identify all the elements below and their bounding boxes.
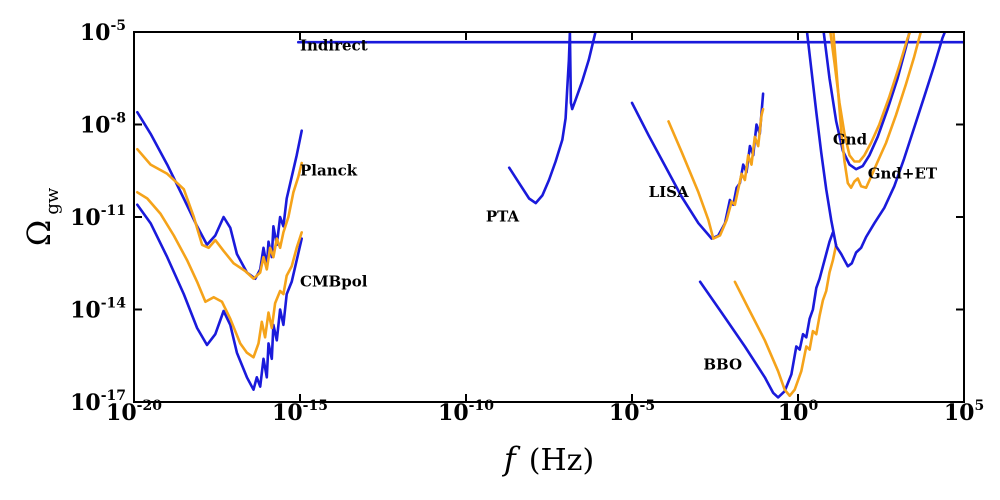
y-tick-label: 10-11	[70, 203, 126, 231]
svg-text:Ω gw: Ω gw	[20, 187, 63, 246]
x-tick-label: 100	[778, 398, 819, 426]
series-line-10	[733, 243, 838, 398]
x-tick-label: 10-5	[609, 398, 655, 426]
series-line-8	[667, 107, 765, 240]
annotation-lisa: LISA	[649, 183, 689, 201]
y-axis-symbol: Ω	[20, 220, 58, 247]
annotation-pta: PTA	[486, 208, 520, 226]
series-line-2	[136, 110, 303, 280]
y-tick-label: 10-5	[80, 18, 126, 46]
annotation-gnd-et: Gnd+ET	[868, 164, 938, 182]
ticks-layer: 10-20 10-15 10-10 10-5 100 105 10-17 10-14 10-11…	[70, 18, 984, 426]
annotation-planck: Planck	[300, 161, 358, 179]
x-axis-label: f (Hz)	[502, 440, 594, 478]
y-tick-label: 10-8	[80, 111, 126, 139]
y-axis-label: Ω gw	[20, 187, 63, 246]
series-line-9	[698, 231, 835, 399]
series-line-6	[507, 32, 597, 205]
series-line-4	[136, 147, 303, 280]
x-axis-symbol: f	[502, 440, 521, 478]
series-line-7	[630, 92, 765, 240]
annotation-bbo: BBO	[703, 356, 742, 374]
y-axis-subscript: gw	[42, 187, 63, 215]
y-tick-label: 10-17	[70, 388, 126, 416]
series-line-14	[832, 32, 923, 189]
annotation-gnd: Gnd	[833, 131, 868, 149]
x-axis-unit: (Hz)	[529, 443, 594, 478]
series-line-5	[136, 191, 303, 359]
series-line-12	[822, 32, 911, 171]
y-tick-label: 10-14	[70, 296, 126, 324]
series-layer	[136, 32, 964, 399]
series-line-11	[805, 32, 947, 268]
x-tick-label: 10-10	[438, 398, 494, 426]
annotation-cmbpol: CMBpol	[300, 272, 368, 290]
annotation-indirect: Indirect	[300, 37, 368, 55]
x-tick-label: 10-20	[106, 398, 162, 426]
series-line-3	[136, 203, 303, 391]
x-tick-label: 10-15	[272, 398, 328, 426]
x-tick-label: 105	[944, 398, 984, 426]
